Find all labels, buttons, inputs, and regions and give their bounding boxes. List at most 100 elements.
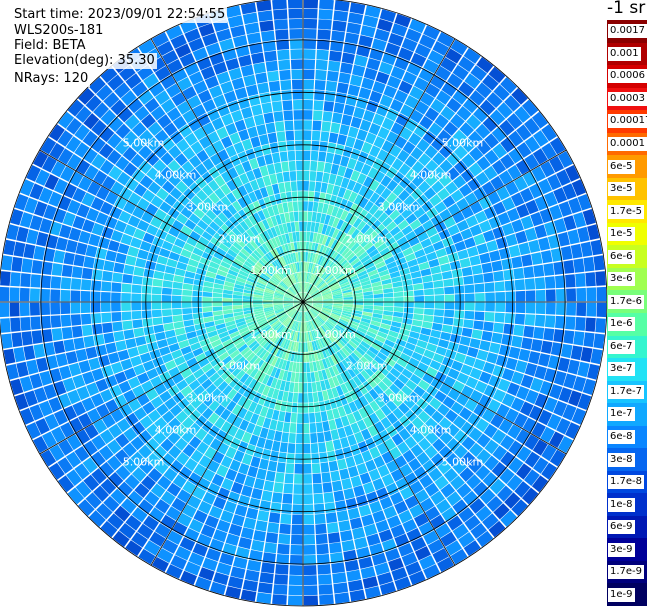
range-gate-cell	[322, 390, 329, 401]
range-gate-cell	[180, 207, 193, 219]
range-gate-cell	[189, 155, 202, 168]
range-gate-cell	[273, 294, 284, 298]
range-gate-cell	[60, 289, 71, 302]
range-gate-cell	[202, 557, 218, 571]
range-gate-cell	[234, 314, 245, 320]
range-gate-cell	[340, 314, 351, 320]
range-gate-cell	[88, 357, 101, 371]
range-gate-cell	[83, 256, 95, 269]
range-gate-cell	[501, 368, 515, 382]
range-gate-cell	[278, 59, 291, 71]
range-gate-cell	[319, 284, 328, 291]
colorbar-tick-label: 1.7e-7	[608, 384, 645, 399]
range-gate-cell	[491, 126, 507, 143]
range-gate-cell	[266, 429, 276, 441]
range-gate-cell	[555, 315, 566, 329]
range-gate-cell	[300, 292, 303, 302]
range-gate-cell	[320, 311, 330, 317]
range-gate-cell	[217, 104, 230, 117]
range-gate-cell	[383, 288, 394, 294]
range-gate-cell	[263, 295, 273, 299]
range-gate-cell	[397, 333, 409, 342]
range-gate-cell	[427, 50, 444, 65]
range-gate-cell	[309, 171, 317, 181]
range-gate-cell	[274, 399, 282, 411]
range-gate-cell	[276, 287, 286, 293]
range-gate-cell	[220, 223, 232, 234]
range-gate-cell	[386, 166, 398, 179]
range-gate-cell	[437, 32, 454, 48]
range-gate-cell	[540, 426, 555, 443]
range-gate-cell	[81, 324, 93, 337]
range-gate-cell	[323, 300, 333, 302]
range-gate-cell	[87, 408, 101, 423]
range-gate-cell	[401, 552, 418, 567]
range-gate-cell	[273, 300, 283, 302]
range-gate-cell	[331, 311, 341, 317]
range-gate-cell	[397, 149, 410, 163]
range-gate-cell	[414, 546, 431, 561]
range-gate-cell	[368, 123, 381, 136]
range-gate-cell	[424, 145, 438, 159]
range-gate-cell	[301, 312, 303, 322]
range-gate-cell	[150, 216, 163, 228]
range-gate-cell	[10, 272, 21, 287]
range-gate-cell	[61, 327, 73, 340]
range-gate-cell	[414, 512, 429, 527]
range-gate-cell	[593, 333, 605, 349]
range-gate-cell	[254, 189, 263, 201]
range-gate-cell	[335, 230, 344, 241]
range-gate-cell	[447, 203, 461, 216]
range-gate-cell	[283, 297, 294, 300]
range-gate-cell	[304, 282, 306, 292]
range-gate-cell	[273, 9, 288, 20]
range-gate-cell	[492, 201, 506, 215]
range-gate-cell	[296, 332, 300, 342]
range-gate-cell	[123, 162, 138, 177]
range-gate-cell	[338, 349, 348, 359]
range-gate-cell	[40, 315, 51, 329]
range-gate-cell	[505, 291, 516, 302]
range-gate-cell	[506, 474, 523, 491]
range-gate-cell	[373, 208, 384, 219]
range-gate-cell	[460, 168, 475, 183]
range-gate-cell	[142, 232, 155, 244]
range-gate-cell	[49, 124, 65, 142]
range-gate-cell	[220, 455, 233, 468]
range-gate-cell	[334, 0, 350, 12]
range-ring-label: 1.00km	[250, 328, 292, 341]
range-gate-cell	[366, 331, 377, 339]
range-gate-cell	[240, 346, 251, 356]
range-gate-cell	[475, 465, 491, 481]
range-gate-cell	[259, 406, 269, 417]
range-gate-cell	[188, 422, 201, 436]
range-gate-cell	[295, 362, 300, 373]
range-gate-cell	[289, 39, 303, 49]
range-gate-cell	[393, 363, 405, 373]
range-gate-cell	[108, 165, 123, 181]
range-gate-cell	[98, 445, 114, 461]
range-gate-cell	[332, 572, 347, 584]
range-gate-cell	[343, 302, 354, 305]
range-gate-cell	[380, 323, 391, 330]
range-gate-cell	[141, 302, 152, 310]
range-gate-cell	[225, 533, 240, 546]
range-gate-cell	[127, 215, 141, 228]
range-gate-cell	[278, 141, 287, 152]
range-gate-cell	[426, 251, 438, 261]
range-gate-cell	[74, 446, 90, 462]
range-gate-cell	[394, 533, 410, 548]
range-gate-cell	[99, 461, 115, 478]
range-gate-cell	[103, 260, 115, 272]
range-gate-cell	[240, 64, 254, 77]
range-gate-cell	[303, 59, 316, 70]
range-gate-cell	[259, 361, 268, 372]
range-gate-cell	[229, 245, 240, 255]
range-gate-cell	[111, 362, 124, 374]
range-gate-cell	[285, 233, 291, 244]
range-gate-cell	[297, 191, 303, 201]
range-gate-cell	[593, 255, 605, 271]
range-gate-cell	[549, 137, 566, 155]
range-gate-cell	[204, 276, 215, 283]
range-gate-cell	[288, 330, 294, 340]
